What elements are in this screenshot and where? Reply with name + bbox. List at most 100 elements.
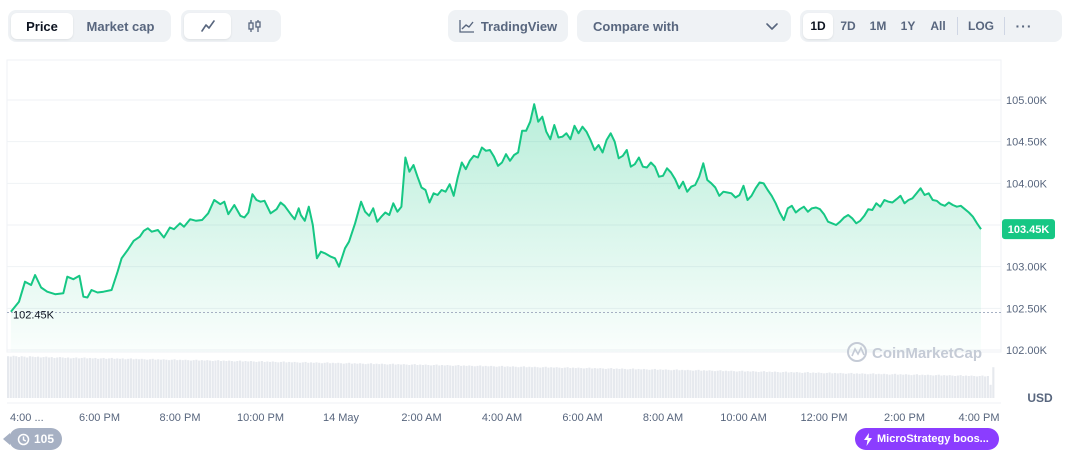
volume-bar <box>582 368 586 398</box>
volume-bar <box>536 367 539 398</box>
volume-bar <box>20 356 23 398</box>
toolbar-divider <box>1004 17 1005 35</box>
x-axis: 4:00 ... 6:00 PM 8:00 PM 10:00 PM 14 May 2:00… <box>10 412 999 424</box>
volume-bar <box>951 375 954 398</box>
volume-bar <box>290 362 293 398</box>
range-1y[interactable]: 1Y <box>900 19 916 33</box>
volume-bar <box>937 374 940 398</box>
volume-bar <box>198 360 201 398</box>
candlestick-button[interactable] <box>231 13 278 39</box>
volume-bar <box>200 360 203 398</box>
volume-bar <box>80 357 83 398</box>
volume-bar <box>367 363 370 398</box>
volume-bar <box>138 359 141 398</box>
volume-bar <box>675 369 678 398</box>
volume-bar <box>692 370 695 398</box>
watermark: CoinMarketCap <box>847 342 982 362</box>
volume-bar <box>779 372 782 398</box>
range-7d[interactable]: 7D <box>840 19 856 33</box>
volume-bar <box>105 358 108 398</box>
volume-bar <box>607 368 610 398</box>
volume-bar <box>561 368 564 398</box>
price-area <box>10 103 982 352</box>
volume-bar <box>470 365 474 398</box>
chevron-down-icon <box>766 23 778 30</box>
volume-bar <box>648 369 651 398</box>
volume-bar <box>217 360 220 398</box>
news-event-badge[interactable]: MicroStrategy boos... <box>855 428 999 450</box>
volume-bar <box>727 371 730 398</box>
volume-bar <box>844 373 848 398</box>
tab-price[interactable]: Price <box>11 13 73 39</box>
volume-bar <box>877 373 880 398</box>
volume-bar <box>331 362 334 398</box>
volume-bar <box>271 361 274 398</box>
volume-bar <box>801 372 804 398</box>
x-tick-label: 10:00 AM <box>720 412 766 424</box>
range-1m[interactable]: 1M <box>869 19 887 33</box>
volume-bar <box>795 372 798 398</box>
x-tick-label: 4:00 PM <box>959 412 1000 424</box>
volume-bar <box>571 367 575 398</box>
volume-bar <box>814 372 817 398</box>
volume-bar <box>170 359 173 398</box>
volume-bar <box>541 367 545 398</box>
watermark-text: CoinMarketCap <box>872 345 982 362</box>
volume-bar <box>659 369 662 398</box>
volume-bar <box>192 360 195 398</box>
volume-bar <box>902 374 905 398</box>
volume-bar <box>42 357 45 398</box>
volume-bar <box>566 367 569 398</box>
volume-bar <box>634 369 637 398</box>
volume-bar <box>386 364 389 398</box>
toolbar-divider <box>957 17 958 35</box>
tradingview-button[interactable]: TradingView <box>448 10 568 42</box>
y-tick-label: 104.00K <box>1006 178 1048 190</box>
volume-bar <box>656 369 659 398</box>
tab-market-cap[interactable]: Market cap <box>86 18 155 34</box>
volume-bar <box>372 364 375 398</box>
volume-bar <box>241 361 244 398</box>
volume-bar <box>716 370 719 398</box>
volume-bar <box>424 364 427 398</box>
volume-bar <box>563 367 566 398</box>
volume-bar <box>850 372 853 398</box>
volume-bar <box>885 374 888 398</box>
range-1d[interactable]: 1D <box>803 13 833 39</box>
volume-bar <box>501 365 504 398</box>
more-options-button[interactable]: ··· <box>1015 18 1033 34</box>
volume-bar <box>495 366 498 398</box>
compare-with-select[interactable]: Compare with <box>577 10 791 42</box>
volume-bar <box>279 361 283 398</box>
history-badge[interactable]: 105 <box>2 428 63 450</box>
log-scale-button[interactable]: LOG <box>968 19 994 33</box>
volume-bar <box>410 364 414 398</box>
volume-bar <box>402 364 405 398</box>
price-markers: 102.45K 103.45K <box>7 219 1055 322</box>
range-all[interactable]: All <box>930 19 946 33</box>
volume-bar <box>468 365 471 398</box>
volume-bar <box>121 358 124 398</box>
tradingview-label: TradingView <box>480 18 558 34</box>
volume-bar <box>99 358 102 398</box>
price-chart[interactable]: 105.00K104.50K104.00K103.50K103.00K102.5… <box>0 52 1068 462</box>
y-axis: 105.00K104.50K104.00K103.50K103.00K102.5… <box>1006 95 1048 357</box>
volume-bar <box>394 364 397 398</box>
history-count: 105 <box>34 432 55 446</box>
volume-bar <box>705 370 708 398</box>
volume-bar <box>746 371 749 398</box>
volume-bar <box>230 361 233 398</box>
volume-bar <box>754 371 757 398</box>
volume-bar <box>181 360 184 398</box>
volume-bar <box>285 362 288 398</box>
volume-bar <box>107 358 111 398</box>
line-chart-button[interactable] <box>184 13 231 39</box>
volume-bar <box>517 367 520 398</box>
volume-bar <box>531 367 534 398</box>
volume-bar <box>544 366 547 398</box>
volume-bar <box>823 373 826 398</box>
volume-bar <box>146 359 149 398</box>
volume-bar <box>282 361 285 398</box>
volume-bar <box>64 357 67 398</box>
volume-bar <box>956 375 959 398</box>
